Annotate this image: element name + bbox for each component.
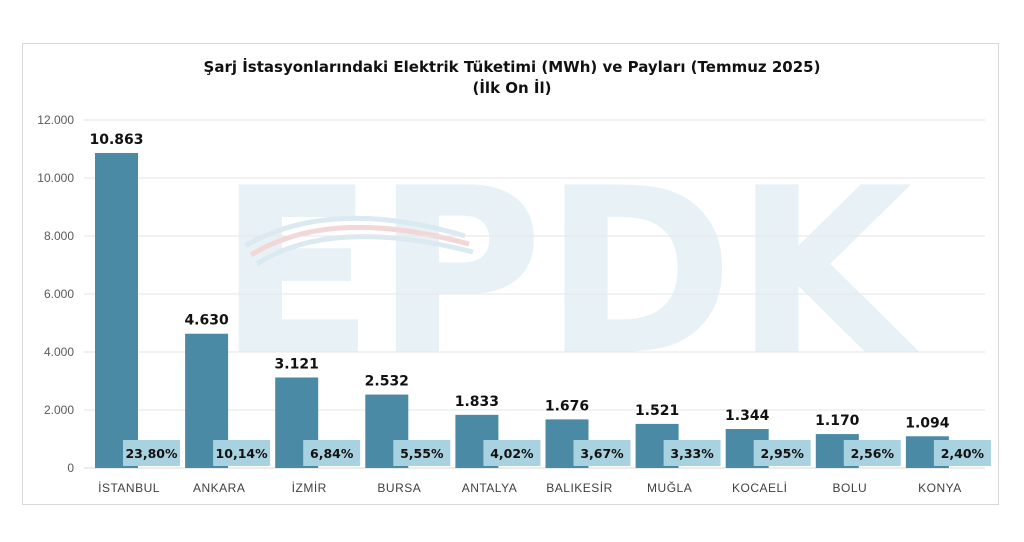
x-category-label: ANKARA [193, 481, 245, 495]
chart-title-block: Şarj İstasyonlarındaki Elektrik Tüketimi… [0, 57, 1024, 99]
y-tick-label: 4.000 [44, 345, 74, 359]
share-label-box [573, 440, 631, 466]
x-category-label: BALIKESİR [546, 481, 613, 495]
bar-value-label: 1.170 [815, 413, 860, 429]
share-label: 10,14% [216, 446, 269, 461]
bar-value-label: 1.344 [725, 408, 770, 424]
share-label: 23,80% [125, 446, 178, 461]
x-category-label: KONYA [918, 481, 962, 495]
share-label-box [933, 440, 991, 466]
share-label: 2,56% [851, 446, 895, 461]
x-category-label: MUĞLA [647, 480, 692, 495]
y-tick-label: 6.000 [44, 287, 74, 301]
share-label: 6,84% [310, 446, 354, 461]
share-label-box [123, 440, 180, 466]
x-category-label: BOLU [833, 481, 868, 495]
share-label: 3,33% [670, 446, 714, 461]
bar [95, 152, 138, 468]
bar-value-label: 1.676 [545, 398, 589, 414]
share-label: 5,55% [400, 446, 444, 461]
bar-value-label: 3.121 [275, 356, 319, 372]
y-tick-label: 10.000 [37, 171, 74, 185]
watermark-arc [255, 234, 474, 267]
share-label-box [213, 440, 271, 466]
share-label: 4,02% [490, 446, 534, 461]
y-tick-label: 0 [67, 461, 74, 475]
x-category-label: KOCAELİ [732, 481, 788, 495]
bar-value-label: 1.521 [635, 403, 679, 419]
x-category-label: İZMİR [292, 481, 327, 495]
x-category-label: ANTALYA [462, 481, 518, 495]
epdk-watermark-logo: EPDK [218, 140, 921, 407]
watermark-arc [243, 215, 466, 249]
y-tick-label: 2.000 [44, 403, 74, 417]
share-label: 2,95% [761, 446, 805, 461]
chart-title: Şarj İstasyonlarındaki Elektrik Tüketimi… [203, 58, 821, 76]
x-category-label: İSTANBUL [98, 481, 160, 495]
share-label-box [393, 440, 451, 466]
share-label-box [483, 440, 541, 466]
share-label-box [843, 440, 901, 466]
watermark-text: EPDK [218, 140, 921, 407]
share-label: 3,67% [580, 446, 624, 461]
x-category-label: BURSA [377, 481, 421, 495]
share-label-box [753, 440, 811, 466]
bar-value-label: 2.532 [365, 374, 409, 390]
y-tick-label: 12.000 [37, 113, 74, 127]
bar-value-label: 10.863 [89, 132, 143, 148]
bar-value-label: 1.833 [455, 394, 499, 410]
chart-subtitle: (İlk On İl) [472, 79, 552, 97]
bar-value-label: 1.094 [905, 415, 950, 431]
bar-value-label: 4.630 [184, 313, 229, 329]
share-label-box [663, 440, 721, 466]
share-label: 2,40% [941, 446, 985, 461]
share-label-box [303, 440, 361, 466]
y-tick-label: 8.000 [44, 229, 74, 243]
